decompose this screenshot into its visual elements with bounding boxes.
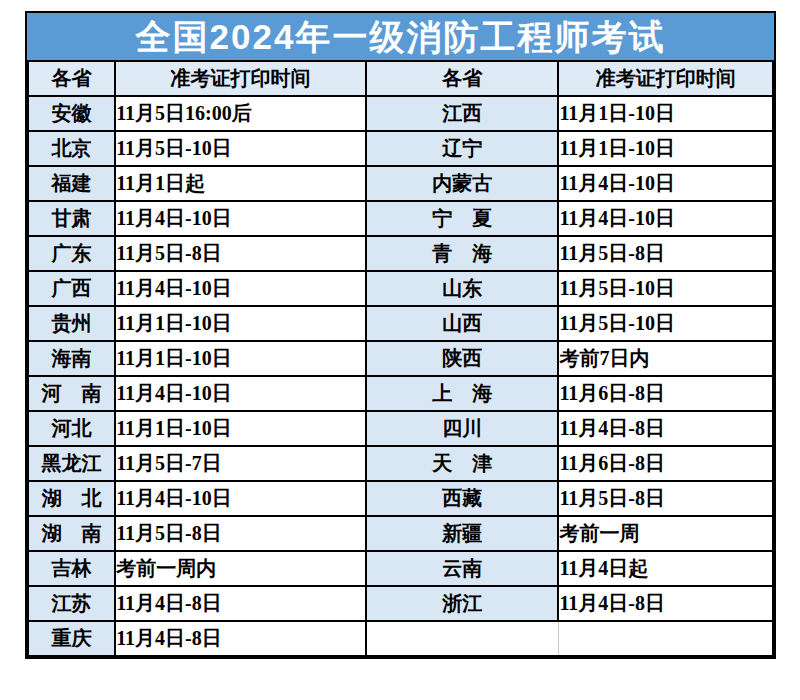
province-cell: 云南 (366, 551, 559, 586)
time-cell: 11月1日-10日 (115, 411, 366, 446)
province-cell: 安徽 (28, 96, 115, 131)
time-cell: 11月4日-8日 (115, 621, 366, 656)
province-cell: 江西 (366, 96, 559, 131)
province-cell: 内蒙古 (366, 166, 559, 201)
column-header-province-right: 各省 (366, 61, 559, 96)
time-cell: 11月1日-10日 (558, 131, 773, 166)
time-cell: 11月4日-10日 (115, 376, 366, 411)
header-row: 各省 准考证打印时间 各省 准考证打印时间 (28, 61, 773, 96)
table-row: 河 南11月4日-10日上 海11月6日-8日 (28, 376, 773, 411)
time-cell: 11月6日-8日 (558, 446, 773, 481)
province-cell: 吉林 (28, 551, 115, 586)
province-cell: 湖 北 (28, 481, 115, 516)
province-cell: 上 海 (366, 376, 559, 411)
province-cell: 山西 (366, 306, 559, 341)
province-cell: 辽宁 (366, 131, 559, 166)
table-row: 江苏11月4日-8日浙江11月4日-8日 (28, 586, 773, 621)
time-cell: 考前一周 (558, 516, 773, 551)
province-cell: 河北 (28, 411, 115, 446)
table-row: 广东11月5日-8日青 海11月5日-8日 (28, 236, 773, 271)
table-row: 黑龙江11月5日-7日天 津11月6日-8日 (28, 446, 773, 481)
province-cell: 广东 (28, 236, 115, 271)
province-cell: 陕西 (366, 341, 559, 376)
time-cell: 11月5日-10日 (115, 131, 366, 166)
time-cell (558, 621, 773, 656)
province-cell: 湖 南 (28, 516, 115, 551)
time-cell: 考前一周内 (115, 551, 366, 586)
time-cell: 11月5日16:00后 (115, 96, 366, 131)
province-cell: 甘肃 (28, 201, 115, 236)
time-cell: 11月1日-10日 (115, 306, 366, 341)
page-title: 全国2024年一级消防工程师考试 (27, 13, 774, 60)
province-cell: 山东 (366, 271, 559, 306)
province-cell: 江苏 (28, 586, 115, 621)
table-row: 湖 北11月4日-10日西藏11月5日-8日 (28, 481, 773, 516)
table-body: 安徽11月5日16:00后江西11月1日-10日北京11月5日-10日辽宁11月… (28, 96, 773, 656)
table-row: 甘肃11月4日-10日宁 夏11月4日-10日 (28, 201, 773, 236)
time-cell: 11月5日-8日 (115, 516, 366, 551)
province-cell: 河 南 (28, 376, 115, 411)
province-cell: 重庆 (28, 621, 115, 656)
province-cell: 浙江 (366, 586, 559, 621)
table-row: 重庆11月4日-8日 (28, 621, 773, 656)
time-cell: 11月4日起 (558, 551, 773, 586)
time-cell: 11月5日-8日 (558, 236, 773, 271)
time-cell: 11月4日-8日 (558, 411, 773, 446)
time-cell: 11月1日-10日 (115, 341, 366, 376)
table-row: 广西11月4日-10日山东11月5日-10日 (28, 271, 773, 306)
time-cell: 11月4日-10日 (558, 166, 773, 201)
province-cell: 海南 (28, 341, 115, 376)
province-cell: 贵州 (28, 306, 115, 341)
column-header-time-left: 准考证打印时间 (115, 61, 366, 96)
exam-schedule-card: 全国2024年一级消防工程师考试 各省 准考证打印时间 各省 准考证打印时间 安… (25, 11, 776, 659)
province-cell (366, 621, 559, 656)
table-row: 贵州11月1日-10日山西11月5日-10日 (28, 306, 773, 341)
table-row: 湖 南11月5日-8日新疆考前一周 (28, 516, 773, 551)
province-cell: 黑龙江 (28, 446, 115, 481)
province-cell: 新疆 (366, 516, 559, 551)
province-cell: 广西 (28, 271, 115, 306)
province-cell: 四川 (366, 411, 559, 446)
province-cell: 西藏 (366, 481, 559, 516)
time-cell: 11月4日-8日 (115, 586, 366, 621)
province-cell: 宁 夏 (366, 201, 559, 236)
time-cell: 11月4日-10日 (115, 481, 366, 516)
time-cell: 11月6日-8日 (558, 376, 773, 411)
time-cell: 11月4日-10日 (115, 201, 366, 236)
exam-schedule-table: 各省 准考证打印时间 各省 准考证打印时间 安徽11月5日16:00后江西11月… (27, 60, 774, 657)
table-row: 海南11月1日-10日陕西考前7日内 (28, 341, 773, 376)
province-cell: 天 津 (366, 446, 559, 481)
time-cell: 11月4日-10日 (558, 201, 773, 236)
time-cell: 11月1日-10日 (558, 96, 773, 131)
table-header: 各省 准考证打印时间 各省 准考证打印时间 (28, 61, 773, 96)
province-cell: 青 海 (366, 236, 559, 271)
table-row: 河北11月1日-10日四川11月4日-8日 (28, 411, 773, 446)
time-cell: 11月5日-10日 (558, 271, 773, 306)
column-header-time-right: 准考证打印时间 (558, 61, 773, 96)
province-cell: 福建 (28, 166, 115, 201)
time-cell: 11月5日-8日 (558, 481, 773, 516)
time-cell: 11月4日-10日 (115, 271, 366, 306)
table-row: 北京11月5日-10日辽宁11月1日-10日 (28, 131, 773, 166)
time-cell: 11月5日-7日 (115, 446, 366, 481)
province-cell: 北京 (28, 131, 115, 166)
time-cell: 11月5日-10日 (558, 306, 773, 341)
time-cell: 11月4日-8日 (558, 586, 773, 621)
table-row: 福建11月1日起内蒙古11月4日-10日 (28, 166, 773, 201)
time-cell: 11月5日-8日 (115, 236, 366, 271)
time-cell: 11月1日起 (115, 166, 366, 201)
table-row: 安徽11月5日16:00后江西11月1日-10日 (28, 96, 773, 131)
table-row: 吉林考前一周内云南11月4日起 (28, 551, 773, 586)
page: 全国2024年一级消防工程师考试 各省 准考证打印时间 各省 准考证打印时间 安… (0, 0, 800, 700)
time-cell: 考前7日内 (558, 341, 773, 376)
column-header-province-left: 各省 (28, 61, 115, 96)
